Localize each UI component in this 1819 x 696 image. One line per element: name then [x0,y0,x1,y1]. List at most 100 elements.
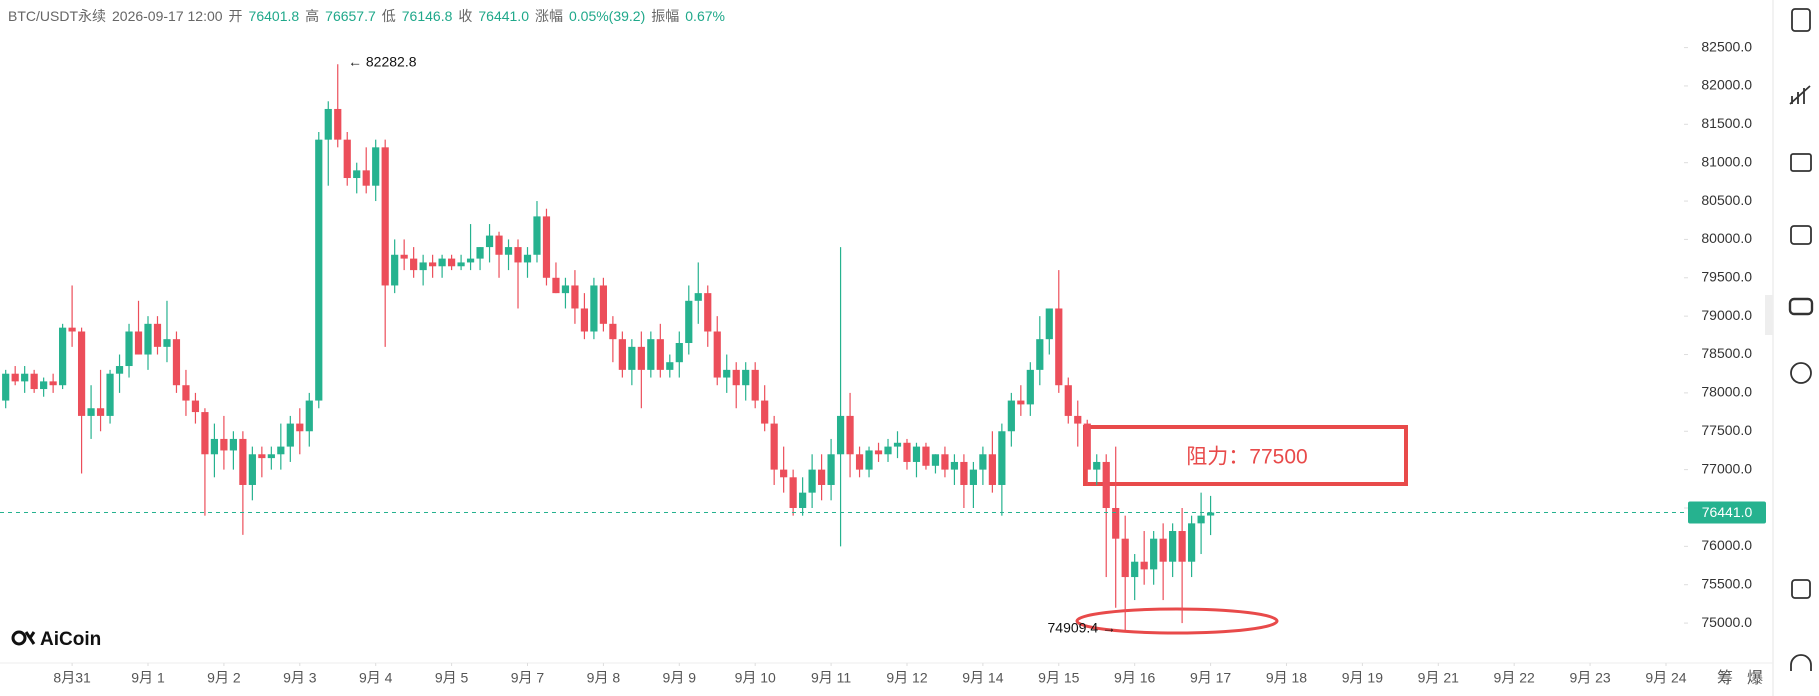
field-value: 76441.0 [478,8,529,24]
candle-body [618,339,626,370]
x-tick-label: 9月 9 [663,670,697,686]
field-label: 收 [458,8,473,24]
icon-button[interactable] [1788,297,1814,316]
candle-body [277,446,285,455]
y-tick-label: 80500.0 [1701,192,1752,208]
candle-body [410,258,418,271]
icon-button[interactable] [1790,153,1812,172]
candle-body [49,381,57,386]
candle-body [372,147,380,186]
candle-body [979,454,987,470]
candle-body [542,216,551,278]
time: 2026-09-17 12:00 [112,8,223,24]
candle-body [912,446,921,462]
field-label: 涨幅 [534,8,563,24]
y-tick-label: 76000.0 [1701,537,1752,553]
side-label[interactable]: 筹 [1717,669,1733,687]
candle-body [381,147,389,286]
candle-body [353,170,361,179]
candle-body [504,247,513,255]
candle-body [267,454,275,459]
candle-body [106,373,114,416]
last-price-tag [1688,501,1766,524]
symbol: BTC/USDT永续 [8,8,106,24]
icon-button[interactable] [1791,579,1811,599]
candle-body [2,373,10,401]
candle-body [220,438,228,451]
y-tick-label: 79500.0 [1701,268,1752,284]
candle-body [134,331,143,355]
candle-body [400,254,408,259]
candle-body [950,461,959,470]
icon-button[interactable] [1789,85,1811,105]
logo-text: AiCoin [40,629,101,650]
candle-body [884,446,892,455]
candle-body [438,258,446,267]
candle-body [1017,400,1025,405]
y-tick-label: 81000.0 [1701,153,1752,169]
y-tick-label: 77000.0 [1701,460,1752,476]
x-tick-label: 9月 19 [1342,670,1383,686]
icon-button[interactable] [1790,362,1812,384]
icon-button[interactable] [1791,8,1811,32]
x-tick-label: 9月 16 [1114,670,1155,686]
candle-body [1093,461,1101,470]
candle-body [969,469,977,485]
last-price-label: 76441.0 [1702,504,1753,520]
candle-body [429,262,437,267]
candle-body [514,247,522,263]
candle-body [941,454,949,470]
field-label: 低 [381,8,396,24]
candle-body [685,300,693,344]
x-tick-label: 9月 15 [1038,670,1079,686]
candle-body [495,235,503,255]
logo-icon [11,630,27,646]
side-label[interactable]: 爆 [1747,668,1763,687]
icon-button[interactable] [1790,225,1812,245]
candle-body [125,331,133,367]
x-tick-label: 9月 14 [962,670,1003,686]
candle-body [770,423,778,470]
sidebar-icons [1788,8,1814,671]
field-value: 0.05%(39.2) [568,8,646,24]
candle-body [1197,515,1205,524]
candle-body [922,446,930,466]
field-value: 76146.8 [401,8,453,24]
candle-body [1083,423,1091,470]
y-tick-label: 80000.0 [1701,230,1752,246]
candle-body [799,492,807,508]
candle-body [590,285,598,332]
candle-body [1102,461,1110,508]
candle-body [571,285,579,309]
candle-body [780,469,788,478]
y-tick-label: 82000.0 [1701,77,1752,93]
collapse-tab[interactable] [1765,295,1773,335]
min-annotation: 74909.4 → [1048,620,1117,636]
candle-body [40,381,48,390]
x-tick-label: 9月 4 [359,670,393,686]
y-tick-label: 82500.0 [1701,38,1752,54]
candle-body [732,369,740,386]
candle-body [599,285,607,324]
field-value: 76657.7 [325,8,376,24]
candle-body [998,431,1006,485]
icon-button[interactable] [1790,654,1812,671]
x-tick-label: 9月 10 [735,670,776,686]
candle-body [761,400,769,424]
candle-body [239,438,247,485]
x-tick-label: 9月 21 [1418,670,1459,686]
candle-body [144,323,152,355]
candle-body [77,331,86,416]
field-label: 高 [305,8,320,24]
candle-body [1045,308,1053,340]
candle-body [846,415,854,455]
candle-body [723,369,731,378]
x-tick-label: 9月 7 [511,670,545,686]
x-tick-label: 9月 8 [587,670,621,686]
candle-body [637,346,645,370]
candle-body [789,477,797,508]
x-tick-label: 9月 12 [886,670,927,686]
candle-body [1140,561,1148,570]
candle-body [229,438,237,451]
